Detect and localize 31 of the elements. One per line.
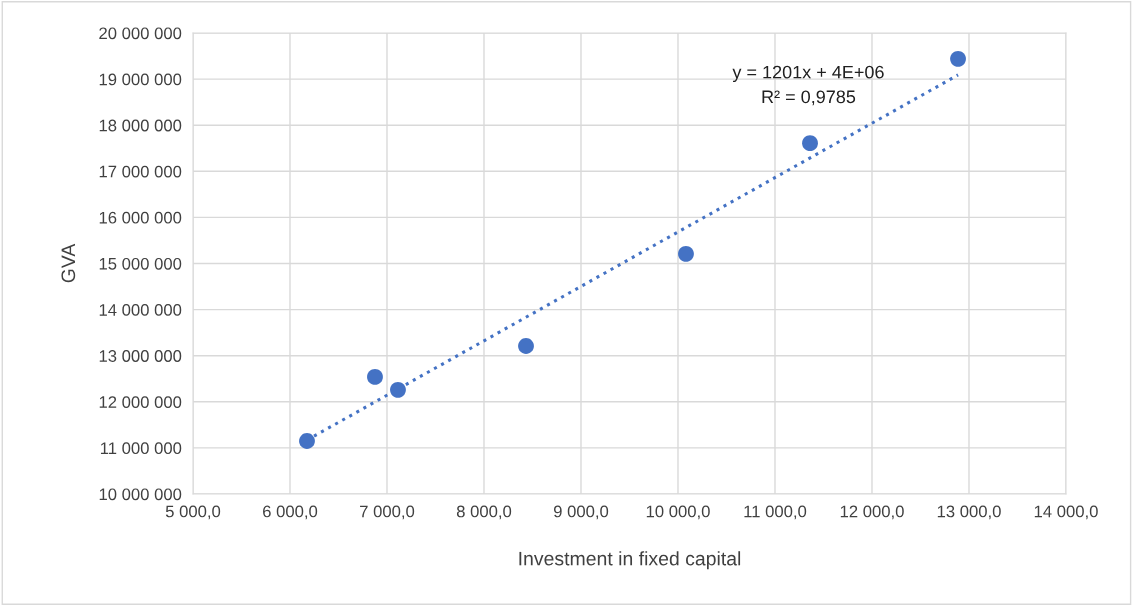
x-tick-label: 5 000,0	[165, 505, 221, 520]
y-tick-label: 18 000 000	[99, 119, 182, 132]
y-tick-label: 16 000 000	[99, 211, 182, 224]
point	[802, 135, 818, 152]
point	[678, 245, 694, 262]
y-tick-label: 19 000 000	[99, 73, 182, 86]
point	[518, 338, 534, 354]
point	[390, 381, 406, 398]
point	[367, 368, 383, 385]
x-axis-title: Investment in fixed capital	[519, 551, 741, 570]
y-tick-label: 15 000 000	[99, 257, 182, 270]
x-tick-label: 12 000,0	[840, 505, 904, 520]
x-tick-label: 11 000,0	[744, 505, 807, 520]
annotation: y = 1201x + 4E+06 R² = 0,9785	[732, 65, 884, 106]
y-tick-label: 10 000 000	[99, 488, 182, 501]
x-tick-label: 10 000,0	[646, 505, 710, 520]
x-tick-label: 6 000,0	[263, 505, 318, 520]
x-tick-label: 9 000,0	[553, 505, 609, 520]
x-tick-label: 14 000,0	[1034, 505, 1098, 520]
x-tick-label: 7 000,0	[360, 505, 415, 520]
point	[950, 50, 966, 67]
y-axis-title: GVA	[61, 243, 76, 283]
y-tick-label: 11 000 000	[100, 442, 182, 455]
x-tick-label: 13 000,0	[937, 505, 1001, 520]
y-tick-label: 17 000 000	[99, 165, 182, 178]
x-tick-label: 8 000,0	[456, 505, 512, 520]
y-tick-label: 12 000 000	[99, 396, 182, 408]
y-tick-label: 14 000 000	[99, 304, 182, 316]
point	[299, 433, 315, 449]
y-tick-label: 20 000 000	[99, 27, 182, 40]
y-tick-label: 13 000 000	[99, 350, 182, 362]
